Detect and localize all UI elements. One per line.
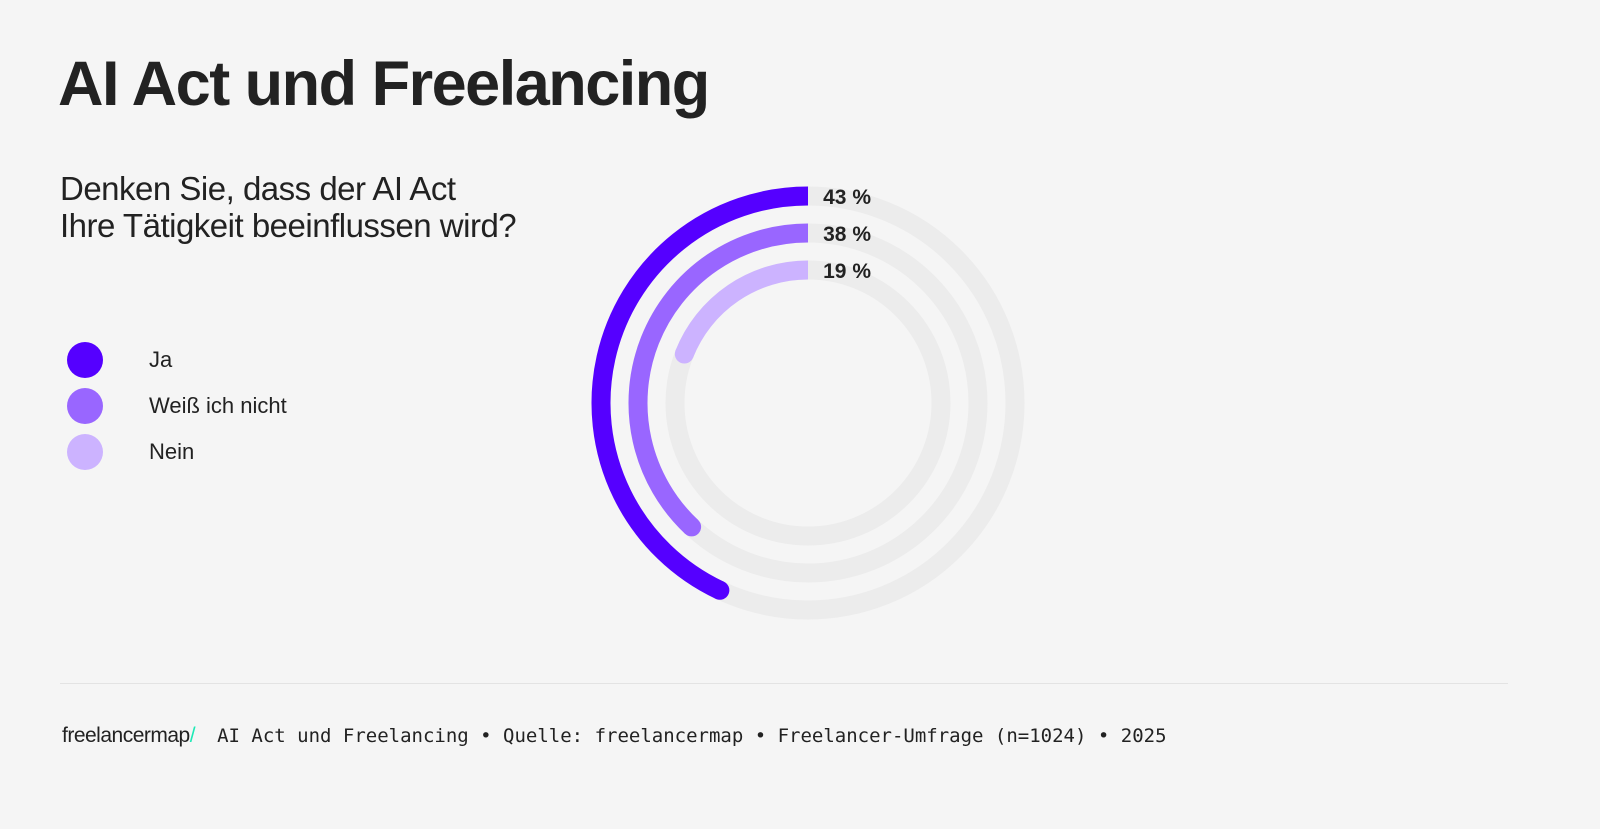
legend-label: Ja [149, 347, 173, 372]
legend: Ja Weiß ich nicht Nein [67, 337, 287, 475]
value-label: 38 % [823, 223, 871, 246]
logo-slash: / [189, 724, 196, 747]
legend-dot-icon [67, 388, 103, 424]
legend-item-nein: Nein [67, 429, 287, 475]
ring-bar-1 [591, 186, 809, 599]
logo-text: freelancermap [62, 724, 190, 747]
legend-label: Nein [149, 439, 195, 464]
footer-divider [60, 683, 1508, 684]
footer: freelancermap/ AI Act und Freelancing • … [62, 724, 1167, 748]
legend-dot-icon [67, 342, 103, 378]
ring-bar-end-cap [674, 344, 694, 364]
value-label: 43 % [823, 186, 871, 209]
legend-label: Weiß ich nicht [149, 393, 287, 418]
question-line-1: Denken Sie, dass der AI Act [60, 170, 456, 207]
ring-bar-2 [628, 223, 809, 534]
survey-question: Denken Sie, dass der AI Act Ihre Tätigke… [60, 170, 517, 244]
legend-item-weiss-ich-nicht: Weiß ich nicht [67, 383, 287, 429]
legend-item-ja: Ja [67, 337, 287, 383]
page-title: AI Act und Freelancing [58, 49, 710, 119]
ring-bar-3 [675, 260, 809, 358]
footer-source-text: AI Act und Freelancing • Quelle: freelan… [217, 725, 1167, 747]
legend-dot-icon [67, 434, 103, 470]
ring-bar-end-cap [682, 517, 702, 537]
value-label: 19 % [823, 260, 871, 283]
freelancermap-logo: freelancermap/ [62, 724, 196, 748]
ring-bar-end-cap [710, 580, 730, 600]
question-line-2: Ihre Tätigkeit beeinflussen wird? [60, 207, 517, 244]
